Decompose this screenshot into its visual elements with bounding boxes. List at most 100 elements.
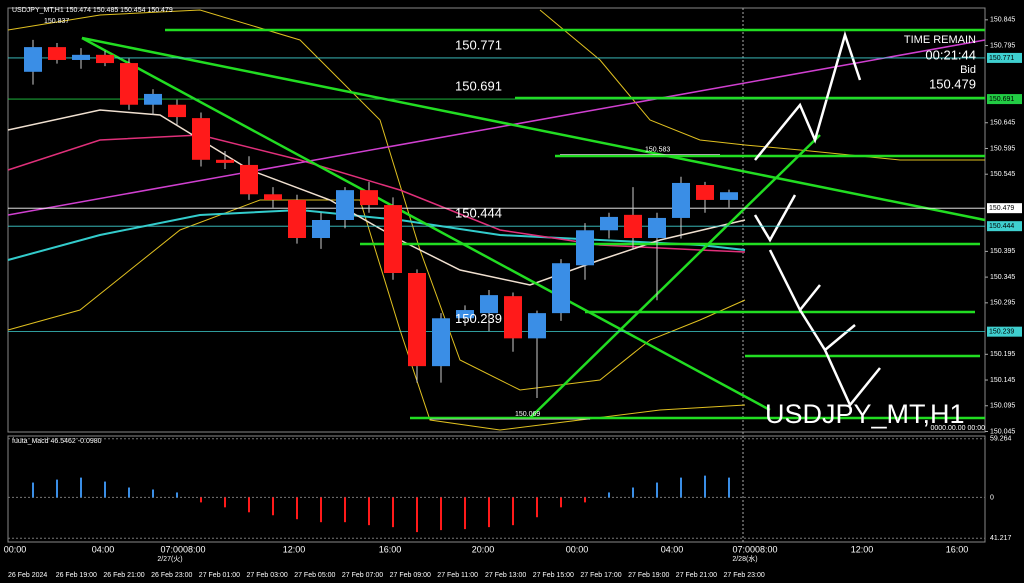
y-tick-label: 150.345 (990, 274, 1015, 281)
bottom-label: 27 Feb 13:00 (485, 572, 526, 579)
level-note: 150.771 (455, 37, 502, 52)
x-tick-label: 04:00 (92, 544, 115, 554)
candle-body (720, 192, 738, 200)
candle-body (240, 164, 258, 195)
y-tick-label: 150.195 (990, 351, 1015, 358)
candle-body (408, 273, 426, 367)
bottom-label: 27 Feb 19:00 (628, 572, 669, 579)
macd-bar (224, 497, 226, 508)
candle-body (456, 310, 474, 319)
macd-bar (56, 479, 58, 498)
macd-bar (104, 481, 106, 498)
y-tick-label: 150.845 (990, 17, 1015, 24)
bid: 150.479 (929, 76, 976, 91)
macd-bar (728, 477, 730, 498)
x-tick-label: 00:00 (566, 544, 589, 554)
macd-bar (248, 497, 250, 513)
time-remain-title: TIME REMAIN (904, 34, 976, 46)
high-label: 150.837 (44, 18, 69, 25)
y-tick-label: 150.295 (990, 300, 1015, 307)
macd-bar (656, 482, 658, 498)
bottom-label: 27 Feb 15:00 (533, 572, 574, 579)
y-tick-label: 150.395 (990, 248, 1015, 255)
bid-title: Bid (960, 64, 976, 76)
bottom-label: 27 Feb 05:00 (294, 572, 335, 579)
candle-body (264, 194, 282, 200)
macd-tick-label: 41.217 (990, 535, 1012, 542)
symbol-label: USDJPY_MT,H1 (765, 399, 965, 429)
macd-bar (584, 497, 586, 503)
candle-body (192, 118, 210, 160)
bottom-label: 27 Feb 09:00 (390, 572, 431, 579)
level-label: 150.691 (989, 96, 1014, 103)
ma-curve (7, 134, 746, 253)
macd-tick-label: 59.264 (990, 436, 1012, 443)
chart-title: USDJPY_MT,H1 150.474 150.485 150.454 150… (12, 7, 173, 14)
level-tag (987, 221, 1022, 232)
candle-body (144, 93, 162, 105)
bottom-label: 26 Feb 19:00 (56, 572, 97, 579)
x-tick-label: 16:00 (946, 544, 969, 554)
macd-bar (320, 497, 322, 523)
bottom-label: 27 Feb 07:00 (342, 572, 383, 579)
candle-body (576, 230, 594, 266)
macd-bar (128, 487, 130, 498)
bottom-label: 27 Feb 23:00 (724, 572, 765, 579)
y-tick-label: 150.145 (990, 377, 1015, 384)
bottom-label: 26 Feb 2024 (8, 572, 47, 579)
y-tick-label: 150.045 (990, 428, 1015, 435)
y-tick-label: 150.645 (990, 120, 1015, 127)
macd-bar (632, 487, 634, 498)
candle-body (384, 205, 402, 273)
date-label: 2/27(火) (157, 555, 182, 563)
candle-body (528, 313, 546, 339)
level-label: 150.239 (989, 329, 1014, 336)
bottom-label: 26 Feb 23:00 (151, 572, 192, 579)
y-tick-label: 150.595 (990, 145, 1015, 152)
candle-body (336, 190, 354, 220)
candle-body (624, 214, 642, 239)
level-note: 150.239 (455, 311, 502, 326)
forecast-arrows (753, 30, 881, 408)
macd-frame (7, 435, 986, 543)
bottom-label: 27 Feb 01:00 (199, 572, 240, 579)
candle-body (600, 216, 618, 231)
macd-bar (560, 497, 562, 508)
level-note: 150.444 (455, 206, 502, 221)
macd-bar (680, 477, 682, 498)
level-tag (987, 94, 1022, 105)
bottom-label: 27 Feb 21:00 (676, 572, 717, 579)
macd-bar (32, 482, 34, 498)
band-curve (7, 199, 746, 431)
candle-body (48, 47, 66, 60)
level-tag (987, 203, 1022, 214)
macd-bar (512, 497, 514, 526)
candle-body (480, 295, 498, 314)
x-tick-label: 16:00 (379, 544, 402, 554)
level-tag (987, 52, 1022, 63)
level-label: 150.444 (989, 223, 1014, 230)
y-tick-label: 150.095 (990, 403, 1015, 410)
macd-tick-label: 0 (990, 494, 994, 501)
x-tick-label: 07:0008:00 (160, 544, 205, 554)
macd-bar (368, 497, 370, 526)
candle-body (96, 54, 114, 64)
note-label: 150.583 (645, 146, 670, 153)
candle-body (120, 63, 138, 105)
bottom-label: 27 Feb 11:00 (437, 572, 478, 579)
trend-line (7, 39, 986, 216)
note-label: 150.069 (515, 411, 540, 418)
date-label: 2/28(水) (732, 554, 757, 563)
band-curve (7, 9, 746, 391)
x-tick-label: 12:00 (851, 544, 874, 554)
macd-bar (200, 497, 202, 503)
candle-body (648, 217, 666, 239)
level-label: 150.479 (989, 205, 1014, 212)
candle-body (672, 182, 690, 218)
bottom-label: 27 Feb 17:00 (580, 572, 621, 579)
candle-body (504, 296, 522, 339)
macd-bar (80, 477, 82, 498)
macd-bar (392, 497, 394, 528)
macd-bar (152, 489, 154, 498)
